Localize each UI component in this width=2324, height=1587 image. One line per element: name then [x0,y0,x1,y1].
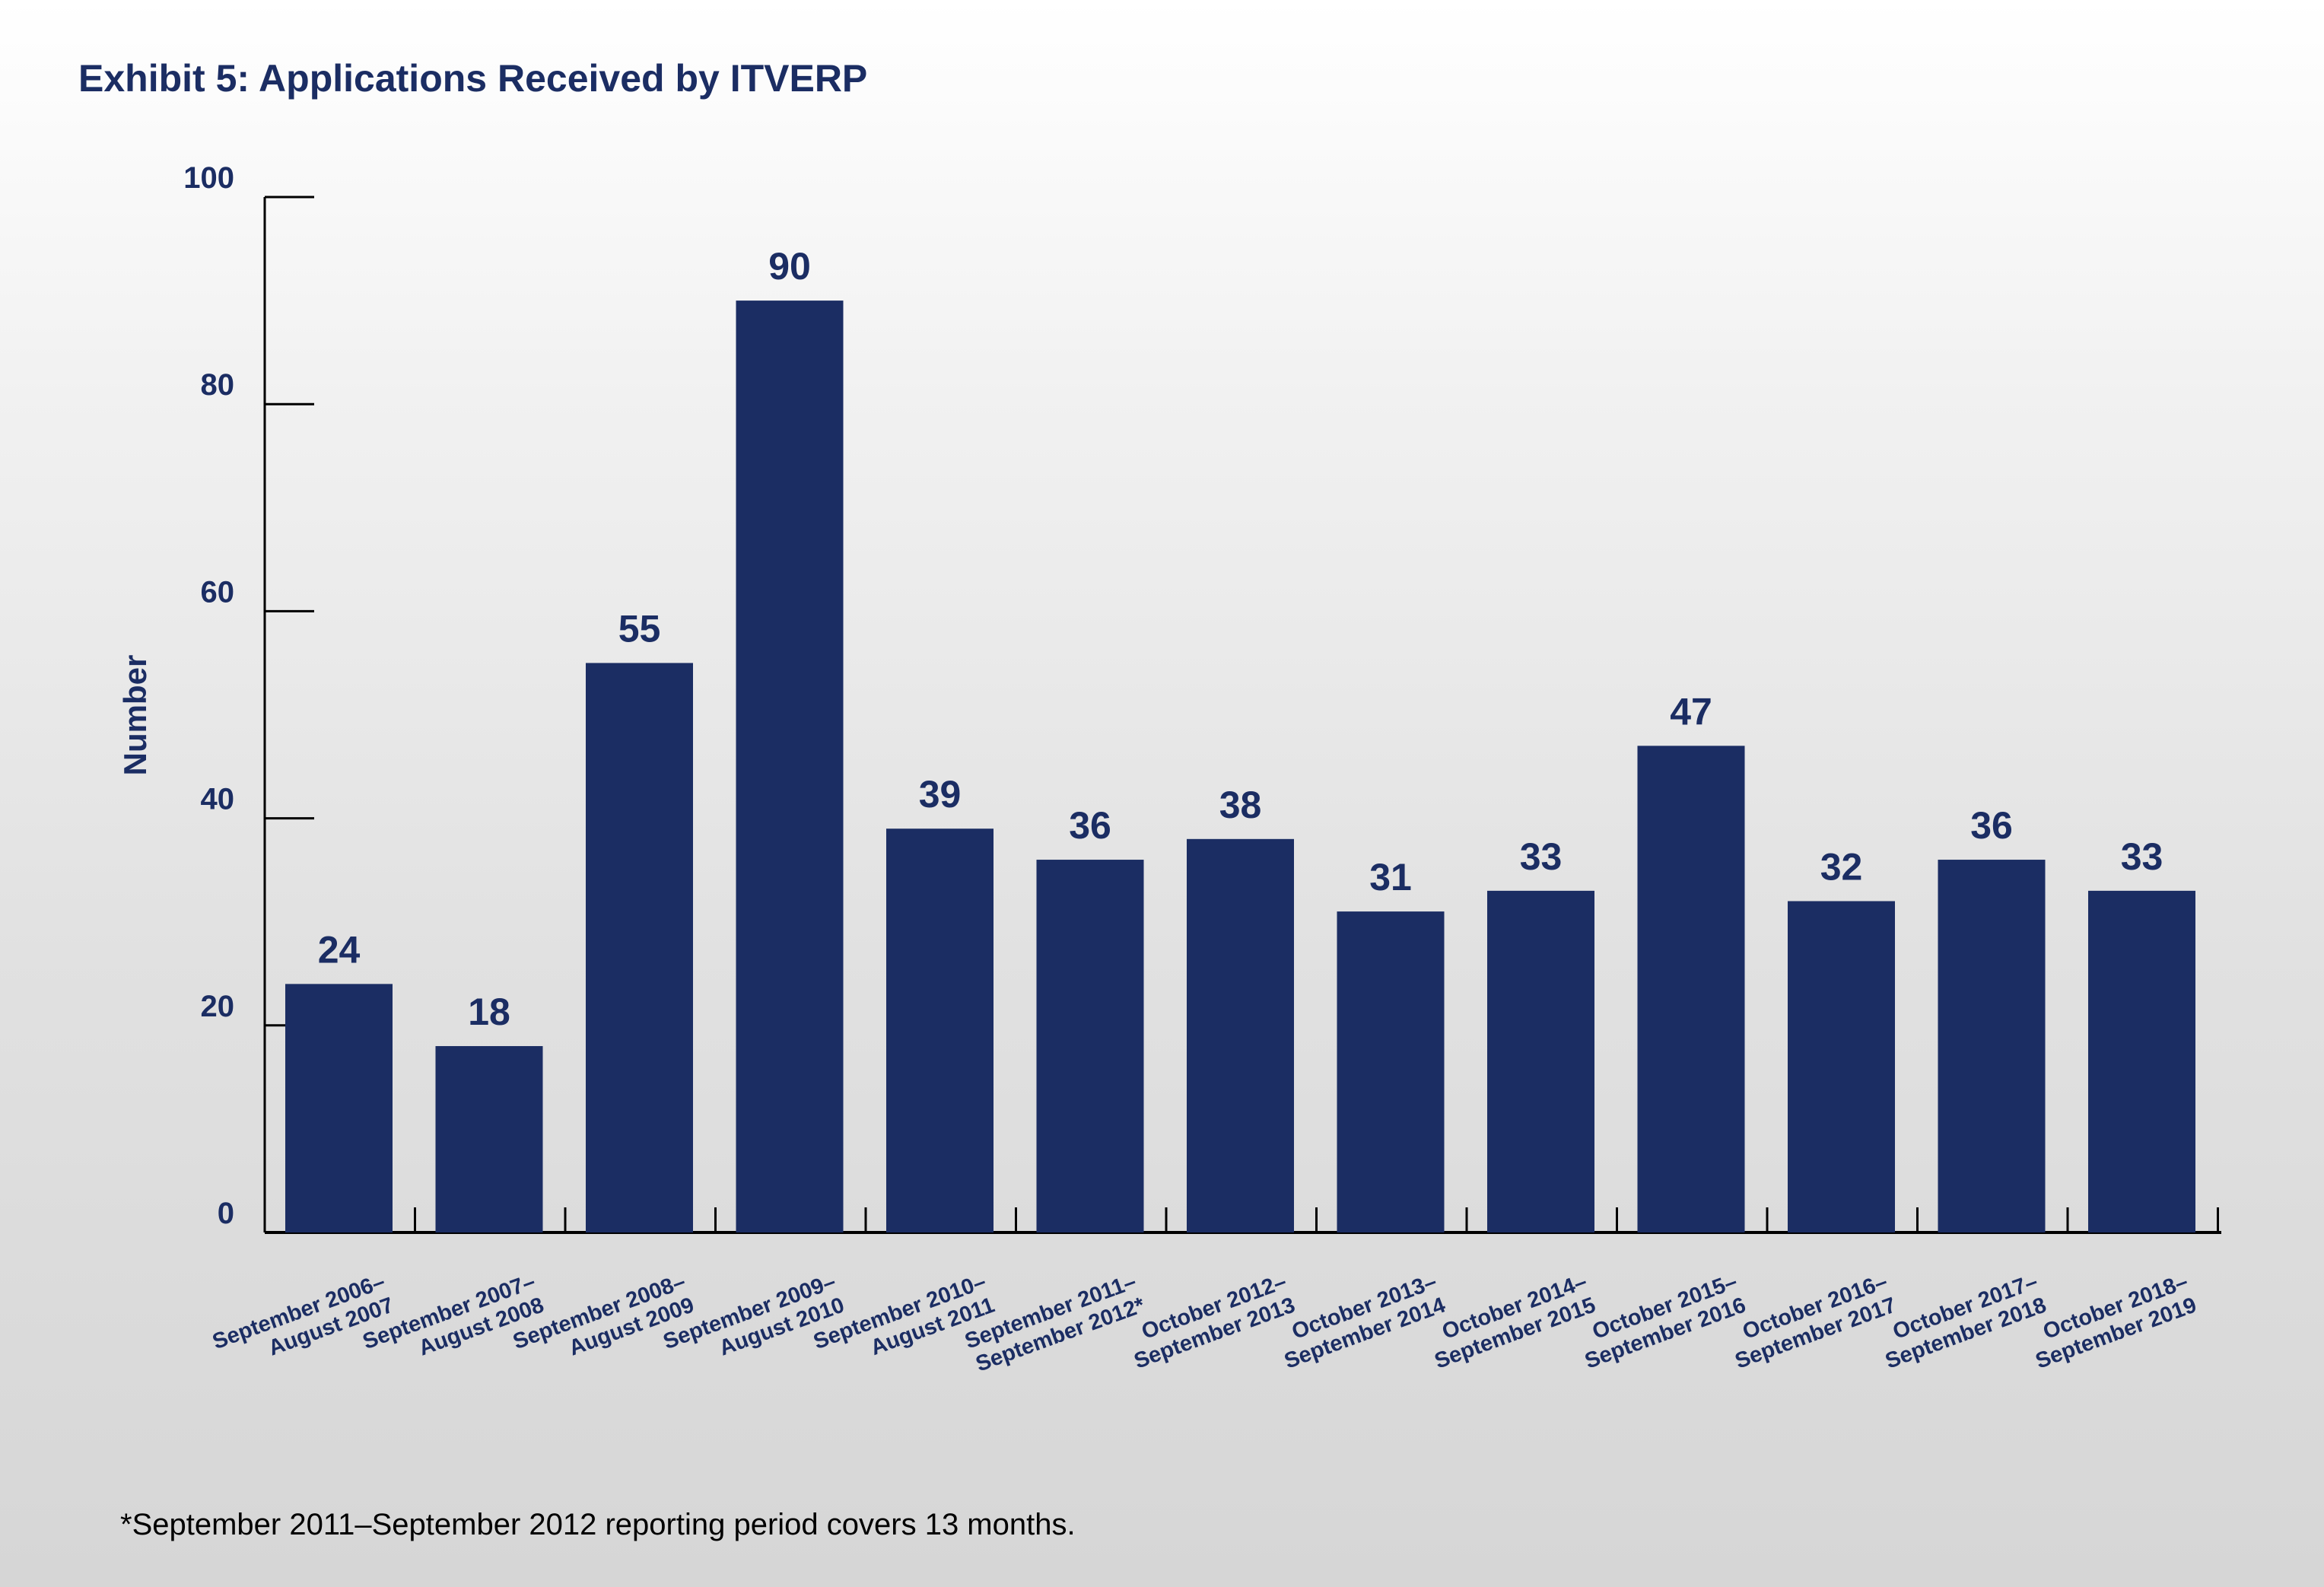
bar [1337,911,1445,1232]
bar [1637,746,1745,1232]
x-category-label: October 2013–September 2014 [1281,1270,1448,1374]
x-category-label: October 2015–September 2016 [1582,1270,1749,1374]
bar [285,984,393,1232]
bar-value-label: 24 [318,928,361,971]
x-category-label: September 2008–August 2009 [510,1270,697,1361]
bar [2088,890,2195,1232]
y-tick-label: 80 [201,368,235,402]
x-category-label: September 2011–September 2012* [962,1270,1149,1377]
y-axis-label: Number [117,655,153,776]
y-axis: 0 20 40 60 80 100 [183,161,314,1232]
y-tick-label: 60 [201,575,235,609]
bar-value-label: 32 [1820,845,1863,888]
x-category-label: October 2018–September 2019 [2033,1270,2200,1374]
y-tick-label: 40 [201,783,235,816]
bar-value-label: 33 [1520,835,1563,878]
bar [586,663,693,1232]
bar-series [285,301,2195,1233]
bar [435,1046,543,1232]
bar [886,828,994,1232]
x-category-label: October 2014–September 2015 [1432,1270,1599,1374]
x-category-label: September 2006–August 2007 [209,1270,396,1361]
bar-value-label: 90 [768,245,811,288]
bar [1487,890,1594,1232]
x-category-label: September 2009–August 2010 [660,1270,847,1361]
bar-value-label: 36 [1069,804,1111,847]
bar-value-label: 36 [1970,804,2013,847]
y-tick-label: 100 [183,161,234,195]
bar-value-label: 38 [1219,784,1262,826]
x-category-label: September 2010–August 2011 [810,1270,997,1361]
chart-title: Exhibit 5: Applications Received by ITVE… [78,57,867,100]
footnote: *September 2011–September 2012 reporting… [120,1508,1076,1541]
y-tick-label: 0 [218,1197,234,1230]
bar-value-label: 18 [468,991,510,1033]
x-category-label: September 2007–August 2008 [360,1270,547,1361]
bar [1187,838,1294,1232]
x-category-label: October 2017–September 2018 [1882,1270,2049,1374]
bar-value-label: 33 [2121,835,2163,878]
bar-value-label: 31 [1369,856,1412,898]
x-category-label: October 2012–September 2013 [1131,1270,1299,1374]
bar [736,301,844,1233]
bar-value-label: 47 [1670,690,1712,733]
x-category-label: October 2016–September 2017 [1732,1270,1900,1374]
bar [1788,901,1895,1232]
bar [1938,860,2046,1232]
y-tick-label: 20 [201,990,235,1023]
bar-value-label: 55 [618,607,661,650]
bar-value-label: 39 [919,773,962,816]
value-labels: 24 18 55 90 39 36 38 31 33 47 32 36 33 [318,245,2163,1033]
bar [1036,860,1144,1232]
